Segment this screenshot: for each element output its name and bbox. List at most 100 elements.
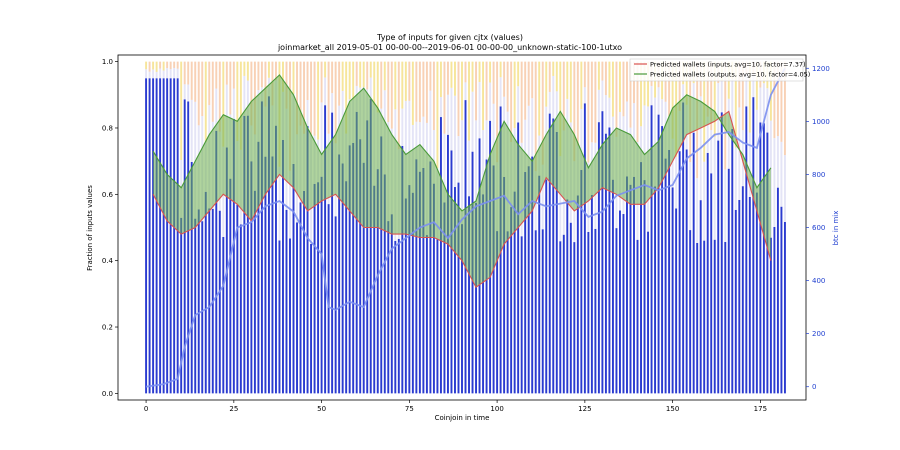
bar-segment-blue — [355, 111, 358, 394]
bar-segment-blue — [590, 194, 593, 394]
bar-segment-blue — [401, 145, 404, 394]
bar-segment-top — [604, 61, 607, 96]
legend-box — [629, 58, 804, 82]
bar-segment-blue — [587, 231, 590, 394]
bar-segment-blue — [145, 78, 148, 394]
bar-segment-top — [618, 61, 621, 112]
bar-segment-lavender — [703, 161, 706, 241]
bar-segment-top — [338, 61, 341, 106]
bar-segment-blue — [324, 105, 327, 394]
bar-segment-top — [366, 61, 369, 90]
bar-column — [190, 61, 193, 394]
bar-column — [450, 61, 453, 394]
bar-segment-blue — [282, 139, 284, 394]
bar-segment-blue — [576, 195, 579, 394]
bar-segment-blue — [208, 208, 211, 394]
bar-segment-lavender — [640, 126, 642, 163]
bar-segment-top — [404, 61, 407, 101]
bar-segment-blue — [303, 190, 306, 394]
bar-segment-blue — [657, 114, 660, 394]
bar-column — [633, 61, 635, 394]
bar-column — [320, 61, 323, 394]
bar-segment-top — [531, 61, 534, 99]
bar-segment-blue — [559, 241, 562, 394]
bar-column — [306, 61, 309, 394]
bar-segment-blue — [439, 117, 442, 394]
bar-segment-lavender — [155, 71, 158, 79]
bar-segment-top — [236, 61, 239, 142]
bar-segment-blue — [222, 236, 225, 394]
bar-segment-blue — [597, 122, 600, 394]
bar-segment-blue — [650, 105, 653, 394]
bar-segment-top — [552, 61, 555, 76]
x-axis-ticks: 0 25 50 75 100 125 150 175 — [144, 400, 767, 413]
bar-segment-blue — [201, 221, 204, 394]
bar-column — [569, 61, 572, 394]
bar-segment-blue — [710, 173, 713, 394]
bar-column — [717, 61, 720, 394]
bar-segment-top — [159, 61, 162, 69]
bar-segment-top — [608, 61, 611, 98]
bar-segment-lavender — [243, 75, 246, 116]
y-axis-right-ticks: 0 200 400 600 800 1000 1200 — [806, 65, 830, 391]
bar-segment-blue — [373, 185, 376, 394]
bar-column — [338, 61, 341, 394]
bar-segment-lavender — [783, 155, 786, 222]
bar-segment-top — [439, 61, 442, 98]
bar-segment-top — [626, 61, 628, 102]
bar-segment-blue — [741, 186, 744, 394]
bar-segment-blue — [331, 112, 334, 394]
bar-segment-blue — [229, 178, 232, 394]
bar-segment-lavender — [604, 95, 607, 134]
x-tick-label: 175 — [754, 405, 767, 413]
bar-column — [601, 61, 604, 394]
bar-segment-blue — [720, 112, 723, 394]
bar-segment-top — [633, 61, 635, 104]
bar-segment-blue — [215, 130, 218, 394]
bar-segment-blue — [296, 222, 298, 394]
bar-column — [643, 61, 646, 394]
bar-segment-blue — [194, 218, 197, 394]
bar-segment-top — [257, 61, 260, 91]
bar-column — [225, 61, 228, 394]
bar-column — [647, 61, 650, 394]
bar-segment-blue — [762, 123, 765, 394]
bar-segment-top — [569, 61, 572, 123]
bar-segment-blue — [218, 210, 221, 394]
bar-segment-lavender — [492, 103, 495, 166]
bar-segment-blue — [727, 168, 730, 394]
bar-column — [661, 61, 664, 394]
bar-segment-lavender — [738, 107, 741, 200]
bar-segment-blue — [633, 176, 635, 394]
bar-column — [731, 61, 734, 394]
bar-column — [187, 61, 190, 394]
bar-segment-lavender — [675, 156, 678, 209]
bar-column — [232, 61, 235, 394]
y-right-tick-label: 200 — [812, 330, 825, 338]
bar-segment-top — [408, 61, 411, 101]
bar-segment-top — [773, 61, 776, 139]
bar-segment-lavender — [731, 79, 734, 129]
bar-segment-blue — [713, 239, 716, 394]
bar-column — [748, 61, 751, 394]
bar-segment-top — [218, 61, 221, 132]
bar-segment-lavender — [773, 138, 776, 227]
y-right-tick-label: 0 — [812, 383, 816, 391]
bar-segment-blue — [394, 240, 397, 394]
bar-column — [776, 61, 779, 394]
bar-segment-lavender — [306, 99, 309, 127]
bar-segment-top — [317, 61, 320, 140]
y-right-tick-label: 600 — [812, 224, 825, 232]
bar-column — [576, 61, 579, 394]
bar-column — [552, 61, 555, 394]
bar-column — [461, 61, 463, 394]
x-tick-label: 100 — [490, 405, 503, 413]
bar-segment-lavender — [152, 69, 155, 79]
bar-segment-top — [510, 61, 513, 142]
bar-segment-top — [327, 61, 330, 134]
bar-segment-blue — [267, 96, 270, 394]
bar-column — [201, 61, 204, 394]
bar-segment-blue — [776, 187, 779, 394]
bar-segment-blue — [654, 186, 657, 394]
bar-segment-top — [148, 61, 151, 72]
